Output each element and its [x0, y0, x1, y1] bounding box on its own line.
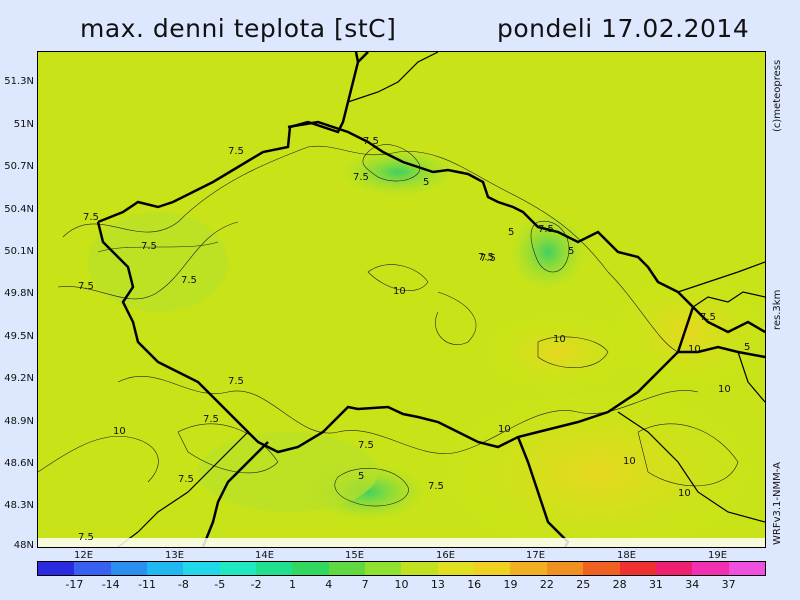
contour-labels: 7.5 7.5 5 7.5 5 7.5 5 7.5 7.5 7.5 7.5 10…	[78, 136, 750, 543]
colorbar-label: 31	[648, 578, 663, 591]
colorbar-segment	[74, 562, 111, 575]
contour-label: 7.5	[353, 172, 369, 183]
resolution-label: res.3km	[772, 289, 783, 330]
temperature-map[interactable]: 7.5 7.5 5 7.5 5 7.5 5 7.5 7.5 7.5 7.5 10…	[37, 51, 766, 548]
colorbar-label: -14	[101, 578, 120, 591]
contour-label: 7.5	[478, 252, 494, 263]
map-title: max. denni teplota [stC]	[80, 14, 397, 43]
contour-label: 10	[113, 426, 126, 437]
lat-label: 51N	[13, 119, 34, 130]
contour-label: 7.5	[480, 253, 496, 264]
contour-label: 10	[623, 456, 636, 467]
contour-label: 7.5	[141, 241, 157, 252]
lat-label: 48.6N	[4, 458, 34, 469]
lat-label: 50.1N	[4, 246, 34, 257]
lat-label: 49.2N	[4, 373, 34, 384]
colorbar-label: -2	[250, 578, 262, 591]
colorbar-segment	[147, 562, 184, 575]
contour-label: 7.5	[78, 532, 94, 543]
lon-label: 19E	[708, 550, 728, 561]
colorbar-label: 10	[394, 578, 409, 591]
colorbar-label: 16	[467, 578, 482, 591]
colorbar-label: 22	[539, 578, 554, 591]
contour-label: 10	[498, 424, 511, 435]
contour-label: 7.5	[363, 136, 379, 147]
colorbar-label: -8	[177, 578, 189, 591]
contour-label: 7.5	[358, 440, 374, 451]
lat-label: 51.3N	[4, 76, 34, 87]
lat-label: 49.5N	[4, 331, 34, 342]
colorbar-label: -5	[214, 578, 226, 591]
contour-label: 5	[508, 227, 514, 238]
contour-label: 10	[678, 488, 691, 499]
colorbar-label: 7	[361, 578, 369, 591]
colorbar-segment	[437, 562, 475, 575]
colorbar-label: 1	[288, 578, 296, 591]
colorbar-segment	[546, 562, 584, 575]
colorbar-label: 13	[430, 578, 445, 591]
colorbar-segment	[365, 562, 402, 575]
lon-label: 13E	[165, 550, 185, 561]
contour-label: 7.5	[78, 281, 94, 292]
lon-label: 12E	[74, 550, 94, 561]
colorbar-label: 4	[325, 578, 333, 591]
colorbar-label: -17	[65, 578, 84, 591]
contour-label: 5	[568, 246, 574, 257]
colorbar-segment	[583, 562, 620, 575]
contour-label: 5	[358, 471, 364, 482]
contour-label: 7.5	[428, 481, 444, 492]
lon-label: 16E	[436, 550, 456, 561]
contour-label: 7.5	[178, 474, 194, 485]
colorbar-segment	[510, 562, 547, 575]
contour-label: 7.5	[228, 376, 244, 387]
contour-label: 10	[688, 344, 701, 355]
colorbar-segment	[728, 562, 765, 575]
contour-label: 7.5	[700, 312, 716, 323]
contour-label: 10	[393, 286, 406, 297]
contour-label: 7.5	[83, 212, 99, 223]
contour-label: 10	[553, 334, 566, 345]
lon-label: 17E	[526, 550, 546, 561]
colorbar-label: 28	[612, 578, 627, 591]
lon-label: 14E	[255, 550, 275, 561]
colorbar-segment	[401, 562, 438, 575]
colorbar-label: 37	[721, 578, 736, 591]
map-canvas: 7.5 7.5 5 7.5 5 7.5 5 7.5 7.5 7.5 7.5 10…	[38, 52, 765, 547]
contour-label: 5	[744, 342, 750, 353]
lat-label: 50.4N	[4, 204, 34, 215]
colorbar-segment	[655, 562, 693, 575]
forecast-date: pondeli 17.02.2014	[497, 14, 750, 43]
colorbar-label: 19	[503, 578, 518, 591]
colorbar-label: 34	[685, 578, 700, 591]
lat-label: 48.9N	[4, 416, 34, 427]
lat-label: 48N	[13, 540, 34, 551]
colorbar-segment	[38, 562, 75, 575]
colorbar-segment	[619, 562, 656, 575]
lat-label: 49.8N	[4, 288, 34, 299]
lat-label: 50.7N	[4, 161, 34, 172]
colorbar-label: -11	[138, 578, 157, 591]
colorbar-segment	[110, 562, 148, 575]
contour-label: 7.5	[228, 146, 244, 157]
colorbar-segment	[474, 562, 511, 575]
colorbar-segment	[256, 562, 293, 575]
contour-label: 10	[718, 384, 731, 395]
lon-label: 18E	[617, 550, 637, 561]
contour-label: 7.5	[203, 414, 219, 425]
contour-label: 5	[423, 177, 429, 188]
colorbar-segment	[328, 562, 366, 575]
colorbar-segment	[219, 562, 257, 575]
model-label: WRFv3.1-NMM-A	[772, 462, 783, 545]
lon-label: 15E	[345, 550, 365, 561]
contour-label: 7.5	[181, 275, 197, 286]
contour-label: 7.5	[538, 224, 554, 235]
colorbar-label: 25	[576, 578, 591, 591]
lat-label: 48.3N	[4, 500, 34, 511]
colorbar-segment	[292, 562, 329, 575]
copyright-label: (c)meteopress	[772, 59, 783, 132]
temperature-colorbar	[37, 561, 766, 576]
colorbar-segment	[183, 562, 220, 575]
colorbar-segment	[692, 562, 729, 575]
